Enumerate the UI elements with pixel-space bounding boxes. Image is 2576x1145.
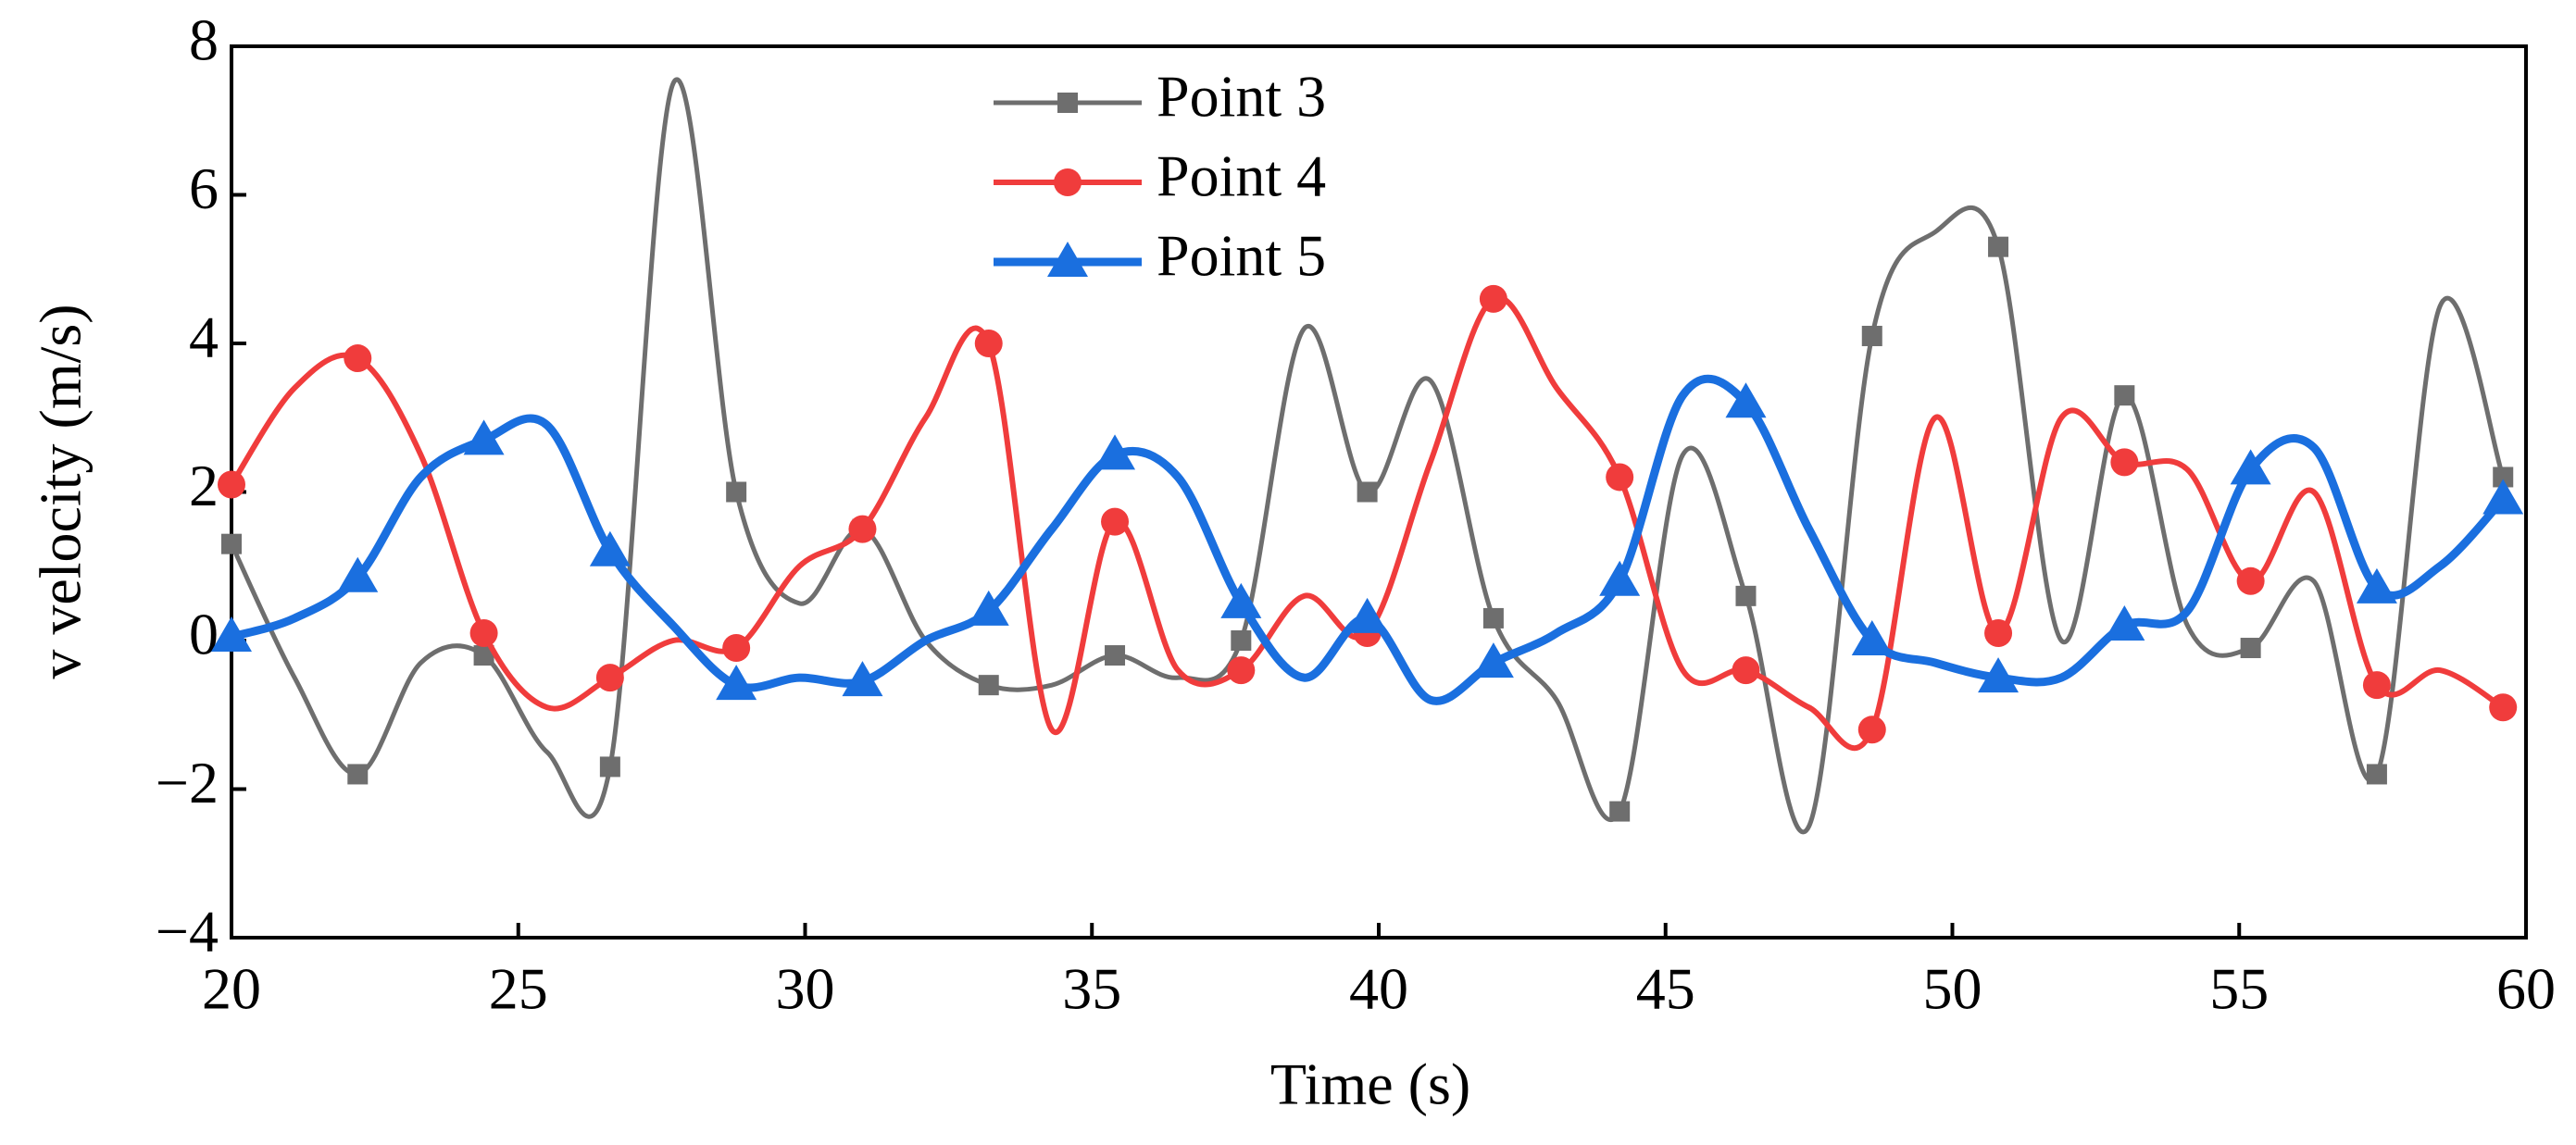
data-point (2110, 448, 2139, 477)
data-point (589, 530, 631, 566)
y-tick-label: 8 (189, 7, 219, 73)
data-point (2356, 567, 2397, 604)
data-point (599, 756, 620, 778)
data-point (1472, 642, 1514, 678)
data-point (1227, 656, 1256, 685)
x-tick-label: 25 (489, 956, 548, 1022)
data-point (2493, 467, 2514, 488)
series-line (229, 77, 2506, 835)
data-point (1101, 507, 1130, 536)
data-point (1482, 607, 1504, 629)
data-point (595, 664, 624, 692)
x-tick-label: 30 (776, 956, 835, 1022)
legend-marker (1047, 242, 1088, 277)
data-point (2489, 693, 2518, 722)
legend-marker (1054, 168, 1082, 196)
data-point (1346, 597, 1388, 633)
x-tick-label: 55 (2209, 956, 2269, 1022)
x-tick-label: 60 (2496, 956, 2556, 1022)
legend-marker (1057, 93, 1078, 113)
data-point (1220, 582, 1262, 618)
data-point (1599, 560, 1641, 596)
data-point (1978, 657, 2020, 693)
y-tick-label: 6 (189, 156, 219, 221)
data-point (968, 590, 1009, 626)
data-point (2236, 566, 2265, 595)
data-point (2482, 479, 2524, 515)
y-tick-label: 2 (189, 453, 219, 518)
y-tick-label: 0 (189, 602, 219, 667)
data-point (337, 556, 379, 592)
x-tick-label: 40 (1349, 956, 1408, 1022)
data-point (469, 618, 498, 647)
y-tick-label: −4 (156, 899, 219, 965)
series-line (229, 294, 2505, 752)
data-point (347, 764, 369, 785)
data-point (1357, 481, 1378, 503)
data-point (221, 533, 242, 554)
data-point (974, 330, 1003, 357)
data-point (1479, 284, 1507, 313)
data-point (211, 616, 252, 652)
data-point (726, 481, 747, 503)
data-point (1988, 236, 2009, 257)
x-axis-label: Time (s) (1270, 1052, 1470, 1117)
legend-label: Point 3 (1157, 64, 1326, 130)
data-point (1609, 801, 1631, 822)
data-point (848, 515, 877, 543)
data-point (978, 675, 999, 696)
data-point (463, 419, 505, 455)
data-point (2114, 385, 2135, 406)
data-point (722, 634, 751, 663)
legend-label: Point 5 (1157, 223, 1326, 289)
data-point (473, 645, 494, 666)
data-point (1606, 463, 1634, 492)
data-point (716, 665, 757, 701)
data-point (2362, 671, 2391, 700)
data-point (1984, 618, 2013, 647)
data-point (218, 470, 245, 499)
x-tick-label: 20 (202, 956, 261, 1022)
data-point (1732, 656, 1760, 685)
data-point (1105, 645, 1126, 666)
x-tick-label: 50 (1923, 956, 1982, 1022)
series-line (230, 374, 2507, 705)
data-point (1735, 585, 1757, 606)
data-point (2240, 638, 2261, 659)
data-point (344, 344, 372, 373)
data-point (1725, 382, 1767, 418)
data-point (1851, 620, 1893, 655)
y-tick-label: 4 (189, 305, 219, 370)
data-point (1857, 716, 1886, 744)
data-point (842, 661, 883, 697)
legend-label: Point 4 (1157, 143, 1326, 209)
data-point (1231, 630, 1252, 651)
data-point (2104, 604, 2145, 641)
y-axis-label: v velocity (m/s) (28, 304, 94, 678)
data-point (1094, 434, 1136, 470)
x-tick-label: 45 (1636, 956, 1695, 1022)
x-tick-label: 35 (1062, 956, 1121, 1022)
data-point (2366, 764, 2387, 785)
data-point (1861, 325, 1882, 346)
data-point (2230, 449, 2271, 485)
y-tick-label: −2 (156, 750, 219, 815)
